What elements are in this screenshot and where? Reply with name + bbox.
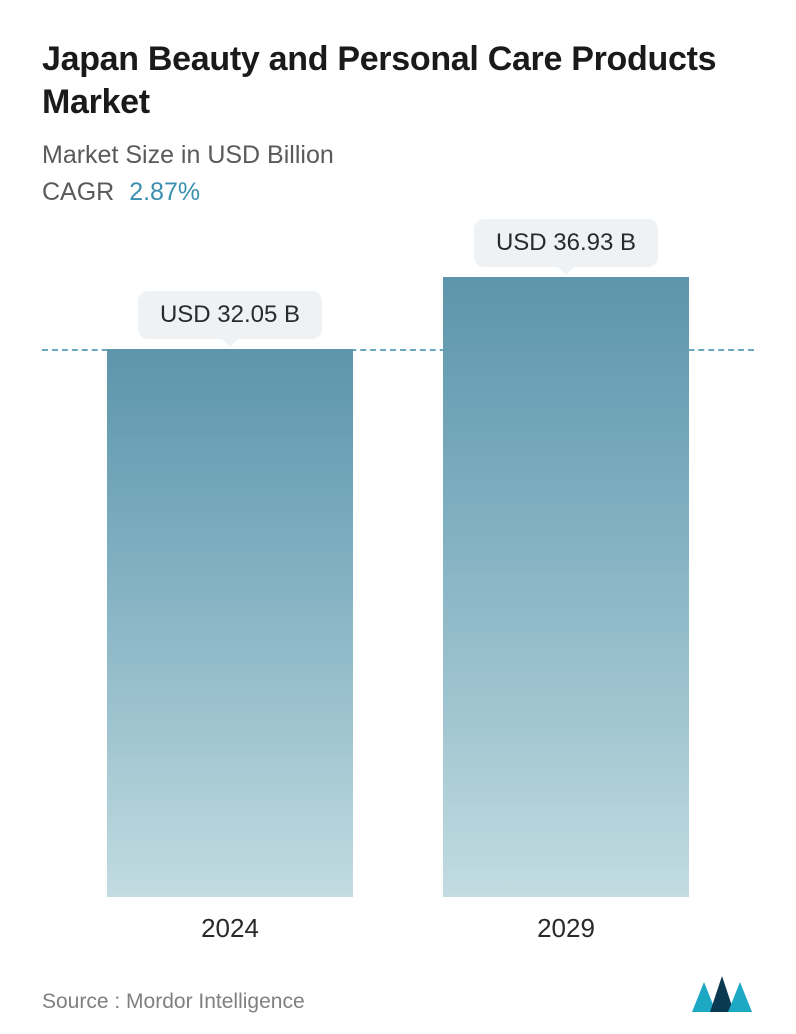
x-axis-labels: 2024 2029 [42,897,754,944]
chart-area: USD 32.05 B USD 36.93 B [42,277,754,897]
cagr-row: CAGR 2.87% [42,178,754,207]
cagr-label: CAGR [42,178,114,206]
chart-title: Japan Beauty and Personal Care Products … [42,38,754,123]
bar-group-2024: USD 32.05 B [107,291,353,897]
cagr-value: 2.87% [129,178,200,206]
x-label-2029: 2029 [443,913,689,944]
chart-footer: Source : Mordor Intelligence [42,944,754,1014]
x-label-2024: 2024 [107,913,353,944]
bar-group-2029: USD 36.93 B [443,219,689,897]
bar-2024 [107,349,353,897]
chart-container: Japan Beauty and Personal Care Products … [0,0,796,1034]
bar-2029 [443,277,689,897]
source-text: Source : Mordor Intelligence [42,990,305,1014]
value-badge-2024: USD 32.05 B [138,291,322,339]
chart-subtitle: Market Size in USD Billion [42,141,754,170]
mordor-logo-icon [690,974,754,1014]
value-badge-2029: USD 36.93 B [474,219,658,267]
